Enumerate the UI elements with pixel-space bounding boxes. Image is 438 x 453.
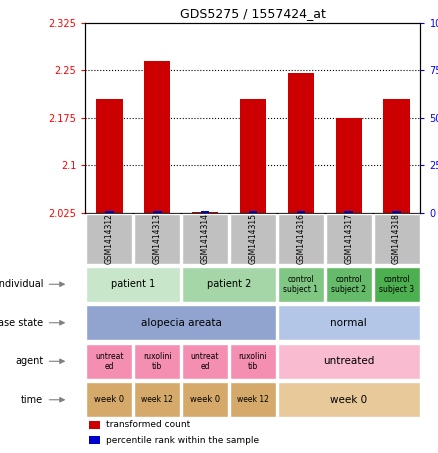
Text: normal: normal — [330, 318, 367, 328]
Text: alopecia areata: alopecia areata — [141, 318, 222, 328]
Text: time: time — [21, 395, 43, 405]
Bar — [326, 214, 372, 264]
Bar — [249, 211, 257, 213]
Bar — [278, 214, 324, 264]
Bar — [182, 343, 228, 379]
Bar — [86, 382, 132, 418]
Text: GSM1414314: GSM1414314 — [201, 213, 209, 265]
Text: week 12: week 12 — [141, 395, 173, 404]
Bar — [336, 118, 362, 213]
Text: untreated: untreated — [323, 356, 374, 366]
Text: GSM1414315: GSM1414315 — [248, 213, 258, 265]
Text: week 0: week 0 — [190, 395, 220, 404]
Bar — [86, 305, 276, 341]
Bar — [182, 266, 276, 302]
Bar — [230, 214, 276, 264]
Text: untreat
ed: untreat ed — [95, 352, 124, 371]
Text: control
subject 3: control subject 3 — [379, 275, 414, 294]
Bar — [153, 211, 162, 213]
Bar — [134, 382, 180, 418]
Bar — [392, 211, 401, 213]
Title: GDS5275 / 1557424_at: GDS5275 / 1557424_at — [180, 7, 326, 20]
Text: ruxolini
tib: ruxolini tib — [143, 352, 172, 371]
Text: GSM1414317: GSM1414317 — [344, 213, 353, 265]
Text: disease state: disease state — [0, 318, 43, 328]
Bar — [344, 211, 353, 213]
Bar — [278, 343, 420, 379]
Bar — [230, 343, 276, 379]
Bar — [374, 214, 420, 264]
Bar — [182, 382, 228, 418]
Text: ruxolini
tib: ruxolini tib — [239, 352, 267, 371]
Bar — [278, 305, 420, 341]
Bar — [192, 212, 218, 213]
Bar — [86, 343, 132, 379]
Bar — [134, 343, 180, 379]
Text: GSM1414316: GSM1414316 — [297, 213, 305, 265]
Bar — [297, 211, 305, 213]
Text: patient 1: patient 1 — [111, 279, 155, 289]
Text: week 0: week 0 — [330, 395, 367, 405]
Text: GSM1414313: GSM1414313 — [153, 213, 162, 265]
Bar — [86, 266, 180, 302]
Bar — [326, 266, 372, 302]
Bar — [86, 214, 132, 264]
Bar — [240, 99, 266, 213]
Text: GSM1414318: GSM1414318 — [392, 213, 401, 265]
Text: percentile rank within the sample: percentile rank within the sample — [106, 436, 259, 445]
Text: individual: individual — [0, 279, 43, 289]
Text: untreat
ed: untreat ed — [191, 352, 219, 371]
Bar — [278, 266, 324, 302]
Text: GSM1414312: GSM1414312 — [105, 213, 114, 265]
Text: week 12: week 12 — [237, 395, 269, 404]
Bar — [288, 73, 314, 213]
Text: patient 2: patient 2 — [207, 279, 251, 289]
Bar — [201, 211, 209, 213]
Bar — [182, 214, 228, 264]
Bar — [383, 99, 410, 213]
Bar — [134, 214, 180, 264]
Text: control
subject 2: control subject 2 — [331, 275, 366, 294]
Text: control
subject 1: control subject 1 — [283, 275, 318, 294]
Bar — [89, 421, 100, 429]
Text: week 0: week 0 — [94, 395, 124, 404]
Bar — [105, 211, 113, 213]
Bar — [144, 61, 170, 213]
Bar — [230, 382, 276, 418]
Bar — [278, 382, 420, 418]
Bar — [374, 266, 420, 302]
Text: agent: agent — [15, 356, 43, 366]
Text: transformed count: transformed count — [106, 420, 190, 429]
Bar — [96, 99, 123, 213]
Bar — [89, 436, 100, 444]
